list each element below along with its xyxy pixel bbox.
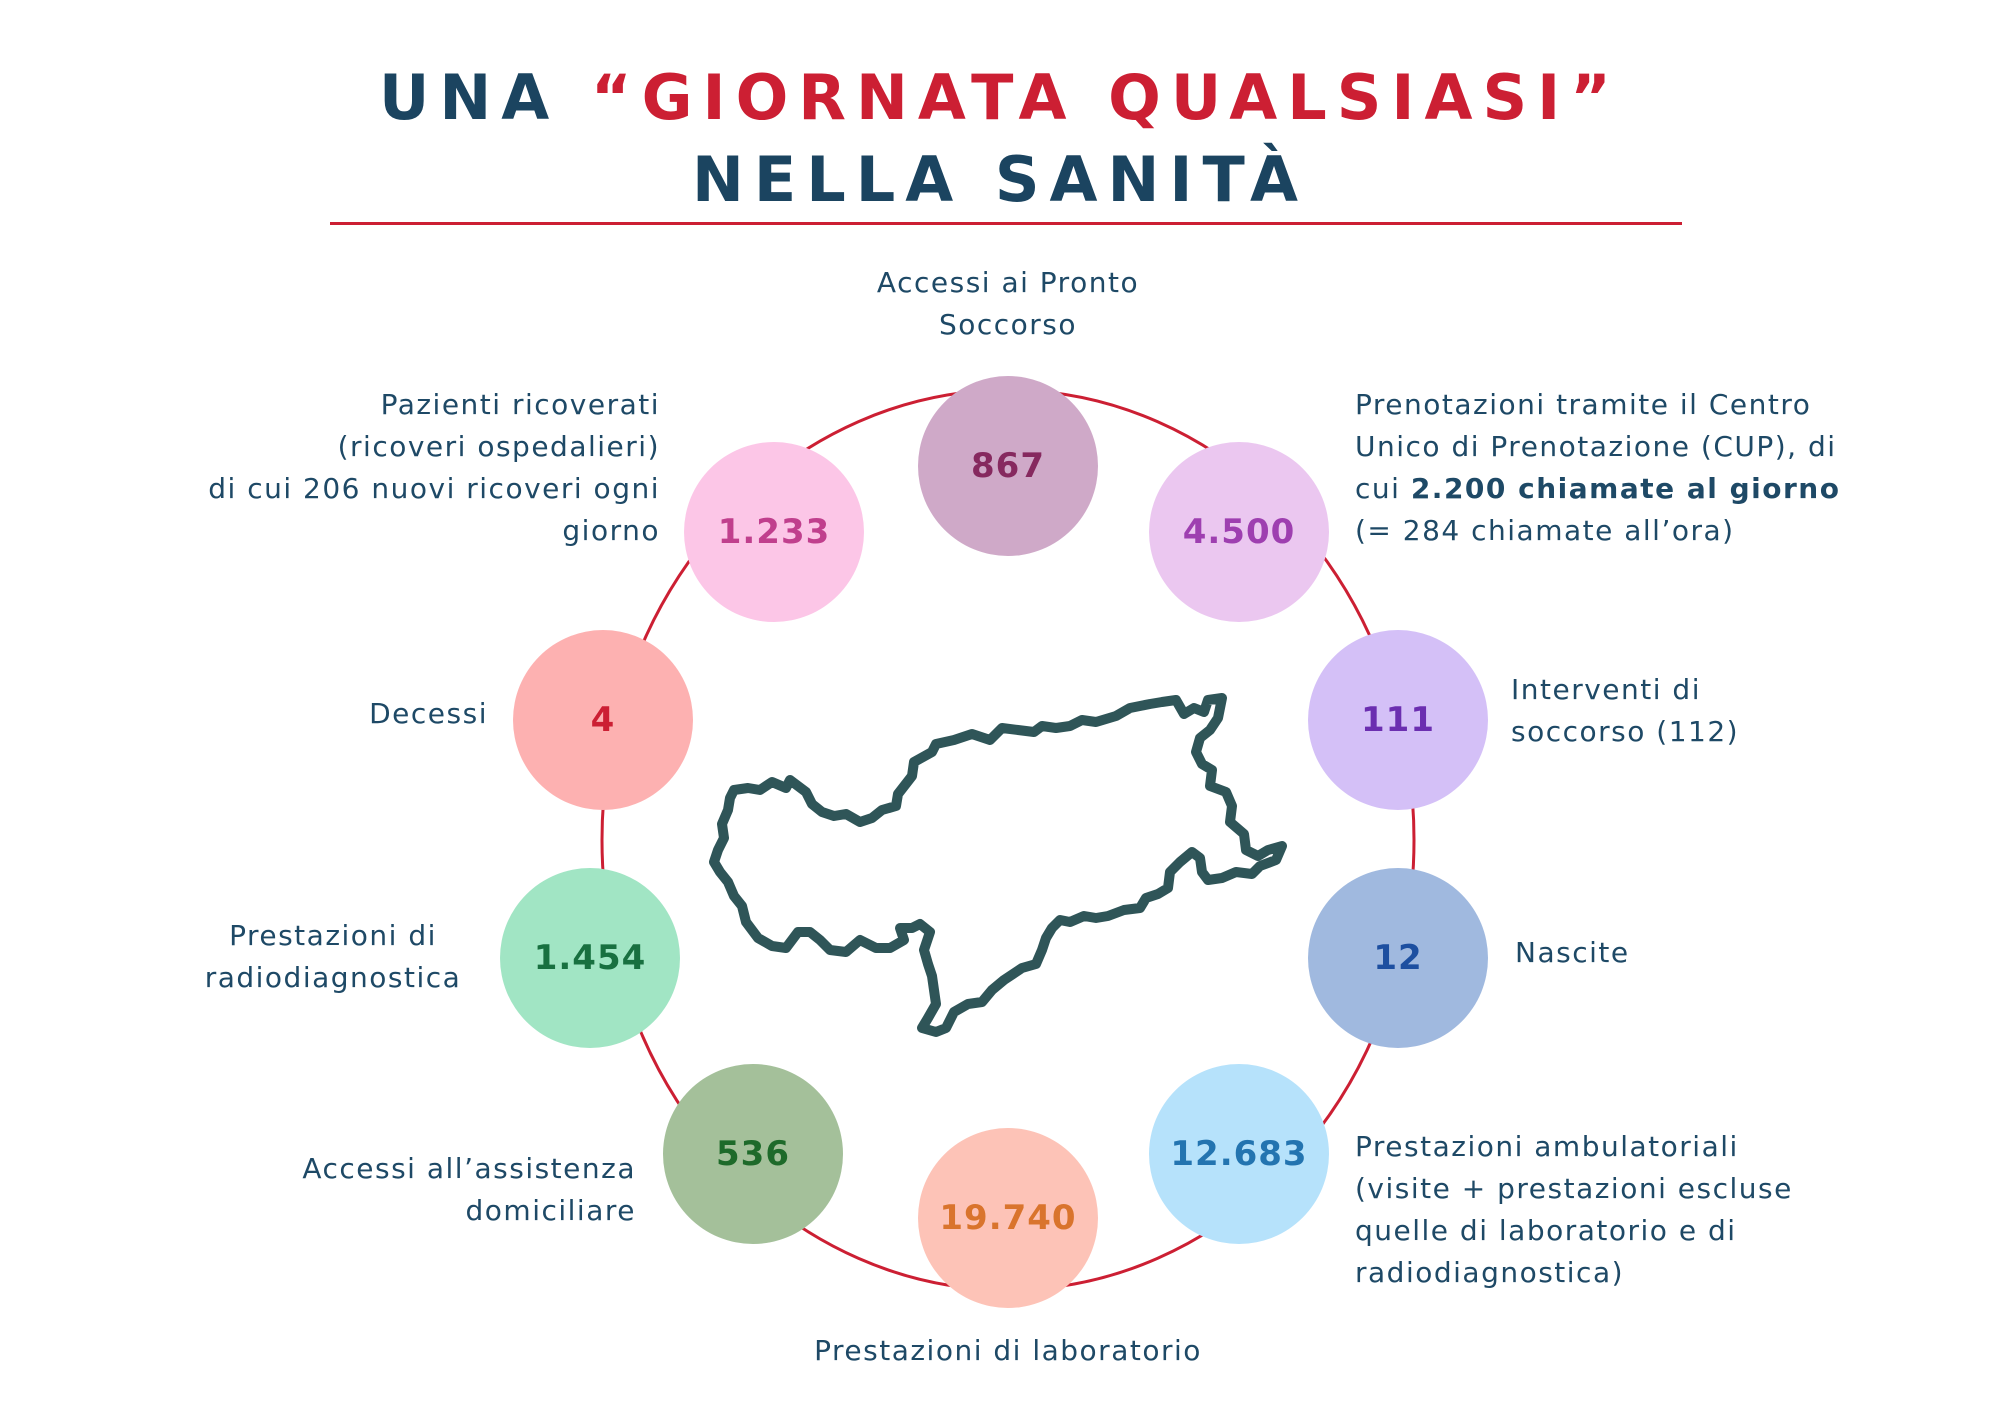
circle-pronto-soccorso: 867 [918, 376, 1098, 556]
label-line-mixed: cui 2.200 chiamate al giorno [1355, 468, 1840, 510]
label-line: quelle di laboratorio e di [1355, 1214, 1737, 1247]
value-radiodiagnostica: 1.454 [533, 938, 647, 978]
label-domiciliare: Accessi all’assistenza domiciliare [236, 1148, 636, 1232]
value-pronto-soccorso: 867 [971, 446, 1045, 486]
value-cup: 4.500 [1182, 512, 1296, 552]
label-line: Prestazioni di [229, 919, 437, 952]
circle-ricoverati: 1.233 [684, 442, 864, 622]
label-line: Nascite [1515, 936, 1630, 969]
label-text: cui [1355, 472, 1411, 505]
circle-nascite: 12 [1308, 868, 1488, 1048]
circle-ambulatoriali: 12.683 [1149, 1064, 1329, 1244]
circle-radiodiagnostica: 1.454 [500, 868, 680, 1048]
label-line: Prestazioni ambulatoriali [1355, 1130, 1739, 1163]
label-line: soccorso (112) [1511, 715, 1740, 748]
label-line: di cui 206 nuovi ricoveri ogni [208, 472, 660, 505]
label-line: radiodiagnostica) [1355, 1256, 1625, 1289]
value-ambulatoriali: 12.683 [1170, 1134, 1308, 1174]
title-highlight: “GIORNATA QUALSIASI” [590, 61, 1621, 134]
label-ricoverati: Pazienti ricoverati (ricoveri ospedalier… [160, 384, 660, 552]
label-line: Unico di Prenotazione (CUP), di [1355, 430, 1837, 463]
value-soccorso: 111 [1361, 700, 1435, 740]
label-line: (visite + prestazioni escluse [1355, 1172, 1793, 1205]
label-line: Pazienti ricoverati [380, 388, 660, 421]
label-line: Prestazioni di laboratorio [814, 1334, 1202, 1367]
value-laboratorio: 19.740 [939, 1198, 1077, 1238]
value-ricoverati: 1.233 [717, 512, 831, 552]
label-radiodiagnostica: Prestazioni di radiodiagnostica [168, 915, 498, 999]
circle-soccorso: 111 [1308, 630, 1488, 810]
page-title-line-2: NELLA SANITÀ [692, 143, 1308, 216]
title-prefix: UNA [379, 61, 591, 134]
label-soccorso: Interventi di soccorso (112) [1511, 669, 1739, 753]
circle-decessi: 4 [513, 630, 693, 810]
label-line: radiodiagnostica [204, 961, 462, 994]
page-title-line-1: UNA “GIORNATA QUALSIASI” [0, 58, 2000, 138]
label-laboratorio: Prestazioni di laboratorio [758, 1330, 1258, 1372]
label-line: domiciliare [465, 1194, 636, 1227]
label-decessi: Decessi [288, 693, 488, 735]
circle-laboratorio: 19.740 [918, 1128, 1098, 1308]
circle-domiciliare: 536 [663, 1064, 843, 1244]
label-cup: Prenotazioni tramite il Centro Unico di … [1355, 384, 1840, 552]
label-ambulatoriali: Prestazioni ambulatoriali (visite + pres… [1355, 1126, 1793, 1294]
label-line: Prenotazioni tramite il Centro [1355, 388, 1812, 421]
label-nascite: Nascite [1515, 932, 1630, 974]
label-line: Accessi ai Pronto [876, 266, 1140, 299]
label-line: Soccorso [938, 308, 1078, 341]
label-line: (= 284 chiamate all’ora) [1355, 514, 1735, 547]
label-line: giorno [562, 514, 660, 547]
label-pronto-soccorso: Accessi ai Pronto Soccorso [808, 262, 1208, 346]
label-line: Decessi [369, 697, 488, 730]
label-line: Interventi di [1511, 673, 1701, 706]
label-line: (ricoveri ospedalieri) [337, 430, 660, 463]
label-bold-text: 2.200 chiamate al giorno [1410, 472, 1841, 505]
title-divider [330, 222, 1682, 225]
value-domiciliare: 536 [716, 1134, 790, 1174]
label-line: Accessi all’assistenza [302, 1152, 636, 1185]
value-decessi: 4 [590, 700, 616, 740]
south-tyrol-outline-icon [709, 693, 1287, 1037]
circle-cup: 4.500 [1149, 442, 1329, 622]
value-nascite: 12 [1373, 938, 1423, 978]
